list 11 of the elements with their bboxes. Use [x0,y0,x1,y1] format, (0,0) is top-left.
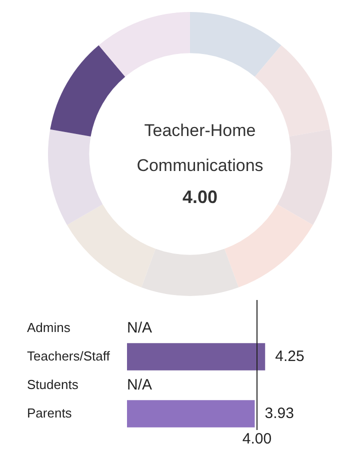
y-tick-label: Students [27,376,79,392]
text: N/A [127,376,152,394]
data-label: 4.25 [275,348,304,365]
y-tick-label: Parents [27,405,72,420]
text: N/A [127,319,152,336]
text: 4.00 [181,187,219,208]
y-tick-label: Admins [27,320,71,335]
y-tick-label: Teachers/Staff [27,348,110,364]
ref-line-label: 4.00 [242,430,272,448]
data-label: 3.93 [264,404,294,422]
text: Teacher-Home Communications [136,120,264,177]
